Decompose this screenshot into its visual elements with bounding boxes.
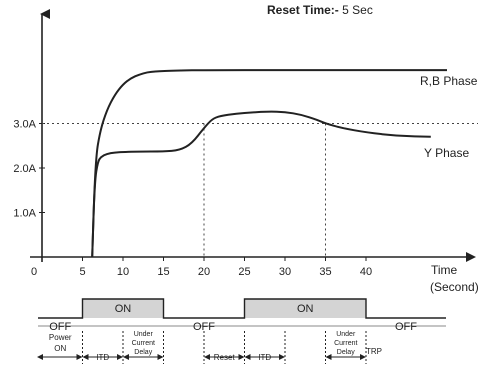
relay-on-fill <box>244 299 366 318</box>
y-tick-label: 1.0A <box>13 208 36 220</box>
series-label-y-phase: Y Phase <box>424 146 469 160</box>
x-tick-label: 20 <box>198 266 210 278</box>
x-axis-unit-second: (Second) <box>430 280 479 294</box>
phase-label: ITD <box>96 353 109 362</box>
series-lines <box>91 69 447 258</box>
phase-label: Delay <box>337 349 355 356</box>
guide-lines <box>42 123 478 257</box>
relay-state-label: ON <box>297 303 314 315</box>
phase-label: Under <box>134 331 154 338</box>
phase-label: Current <box>334 340 357 347</box>
phase-label: Reset <box>214 353 236 362</box>
series-line-y-phase <box>91 110 431 258</box>
reset-time-label: Reset Time:- 5 Sec <box>267 3 373 17</box>
series-line-rb-phase <box>91 69 447 258</box>
x-axis-unit-time: Time <box>431 263 458 277</box>
x-tick-label: 35 <box>319 266 331 278</box>
x-tick-label: 25 <box>238 266 250 278</box>
series-labels: R,B Phase Y Phase <box>420 74 478 160</box>
phase-label: ON <box>54 344 66 353</box>
x-tick-label: 5 <box>79 266 85 278</box>
phase-label: Delay <box>134 349 152 356</box>
relay-state-label: OFF <box>49 321 71 333</box>
relay-on-fill <box>82 299 164 318</box>
relay-waveform <box>38 298 446 319</box>
x-ticks: 0 5 10 15 20 25 30 35 40 <box>31 257 372 278</box>
x-tick-label: 40 <box>360 266 372 278</box>
relay-state-label: OFF <box>193 321 215 333</box>
x-tick-label: 0 <box>31 266 37 278</box>
relay-state-label: OFF <box>395 321 417 333</box>
x-tick-label: 10 <box>117 266 129 278</box>
phase-label: ITD <box>258 353 271 362</box>
phase-label: Under <box>336 331 356 338</box>
series-label-rb-phase: R,B Phase <box>420 74 478 88</box>
x-tick-label: 30 <box>279 266 291 278</box>
phase-label: Power <box>49 333 72 342</box>
y-tick-label: 2.0A <box>13 163 36 175</box>
relay-state-label: ON <box>115 303 132 315</box>
phase-label: Current <box>132 340 155 347</box>
y-tick-label: 3.0A <box>13 119 36 131</box>
phase-label: TRP <box>366 347 382 356</box>
x-tick-label: 15 <box>157 266 169 278</box>
relay-timing-diagram: OFFONOFFONOFFPowerONITDUnderCurrentDelay… <box>37 298 446 364</box>
y-ticks: 1.0A 2.0A 3.0A <box>13 119 45 220</box>
